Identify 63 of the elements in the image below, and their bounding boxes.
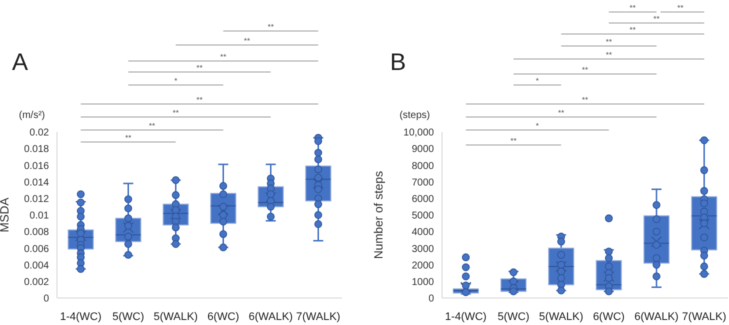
y-axis-title: Number of steps	[371, 170, 386, 260]
text: (m/s²)	[18, 110, 45, 121]
significance-bracket: **	[560, 26, 705, 34]
x-tick-label: 5(WC)	[498, 310, 530, 323]
significance-bracket: *	[465, 122, 610, 130]
y-axis-title: MSDA	[0, 198, 12, 232]
significance-bracket: **	[80, 96, 319, 104]
y-tick-label: 0.01	[30, 210, 50, 222]
significance-bracket: *	[128, 76, 224, 86]
x-tick-label: 6(WALK)	[634, 310, 679, 323]
y-tick-label: 0.008	[24, 227, 50, 238]
x-tick-label: 6(WC)	[207, 310, 240, 323]
y-tick-label: 0.014	[24, 177, 50, 188]
significance-bracket: **	[660, 4, 705, 12]
chart-title: B	[390, 49, 406, 76]
significance-bracket: **	[560, 38, 657, 46]
y-tick-label: 0.002	[24, 276, 50, 288]
x-tick-label: 1-4(WC)	[60, 310, 102, 323]
y-tick-label: 0.016	[24, 160, 50, 172]
y-tick-label: 0.006	[24, 244, 50, 255]
significance-bracket: **	[513, 50, 705, 60]
y-tick-label: 9000	[412, 144, 434, 156]
x-tick-label: 7(WALK)	[296, 310, 340, 323]
y-tick-label: 0	[43, 294, 50, 305]
x-tick-label: 5(WALK)	[539, 310, 584, 323]
x-tick-label: 7(WALK)	[682, 310, 726, 323]
y-tick-label: 0.018	[24, 144, 50, 156]
y-tick-label: 0.012	[24, 194, 50, 205]
annotation: **	[125, 134, 132, 142]
chart-title: A	[12, 49, 28, 76]
significance-bracket: **	[222, 22, 319, 32]
significance-bracket: **	[608, 4, 657, 12]
x-tick-label: 6(WC)	[592, 310, 625, 323]
x-tick-label: 6(WALK)	[248, 310, 293, 323]
x-tick-label: 1-4(WC)	[445, 310, 487, 323]
significance-bracket: **	[80, 108, 272, 118]
y-tick-label: 8000	[412, 160, 434, 172]
significance-bracket: **	[80, 134, 176, 142]
text: (steps)	[399, 110, 430, 121]
significance-bracket: **	[608, 14, 705, 24]
significance-bracket: *	[513, 76, 562, 86]
significance-bracket: **	[465, 96, 705, 104]
y-tick-label: 0.02	[30, 128, 50, 139]
significance-bracket: **	[465, 136, 562, 146]
y-tick-label: 3000	[412, 244, 434, 255]
y-tick-label: 10,000	[403, 128, 434, 139]
significance-bracket: **	[465, 108, 657, 118]
y-tick-label: 4000	[412, 227, 434, 238]
significance-bracket: **	[175, 36, 319, 46]
annotation: **	[510, 136, 517, 146]
y-tick-label: 1000	[412, 276, 434, 288]
x-tick-label: 5(WC)	[112, 310, 144, 323]
significance-bracket: **	[128, 52, 319, 62]
y-tick-label: 2000	[412, 260, 434, 272]
y-tick-label: 7000	[412, 177, 434, 188]
y-tick-label: 5000	[412, 210, 434, 222]
y-tick-label: 0	[428, 294, 434, 305]
significance-bracket: **	[80, 122, 224, 130]
y-tick-label: 6000	[412, 194, 434, 205]
x-tick-label: 5(WALK)	[154, 310, 198, 323]
y-tick-label: 0.004	[24, 260, 50, 272]
significance-bracket: **	[128, 64, 272, 72]
significance-bracket: **	[513, 66, 657, 74]
